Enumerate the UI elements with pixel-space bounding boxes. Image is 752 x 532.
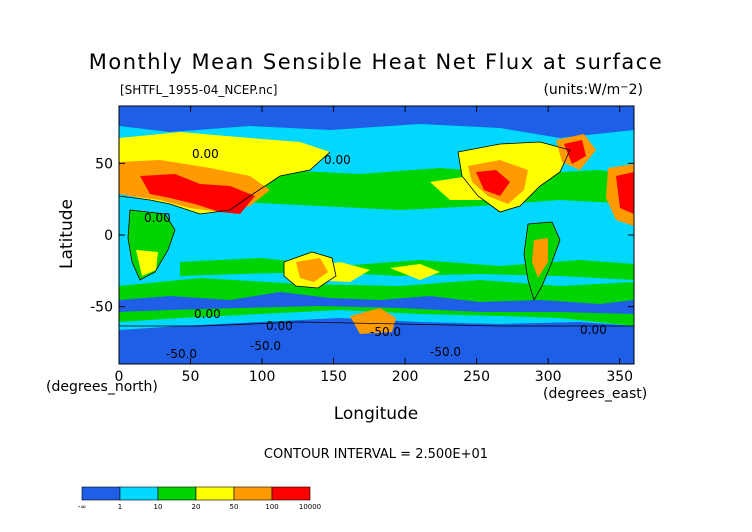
region-antarctic — [119, 318, 634, 364]
contour-label: 0.00 — [144, 211, 171, 225]
contour-label: 0.00 — [324, 153, 351, 167]
contour-interval-note: CONTOUR INTERVAL = 2.500E+01 — [264, 447, 488, 462]
chart-title: Monthly Mean Sensible Heat Net Flux at s… — [89, 50, 664, 74]
x-unit-label: (degrees_east) — [543, 386, 647, 402]
y-axis: 50 0 -50 — [90, 156, 634, 316]
colorbar-swatch — [81, 486, 121, 501]
colorbar-tick-label: 10000 — [299, 503, 321, 511]
x-tick-label: 50 — [182, 369, 200, 385]
y-tick-label: 0 — [104, 228, 113, 244]
y-unit-label: (degrees_north) — [46, 379, 158, 395]
region-arctic — [119, 106, 634, 138]
colorbar-tick-label: 100 — [265, 503, 278, 511]
x-axis-label: Longitude — [334, 404, 419, 424]
contour-label: 0.00 — [580, 323, 607, 337]
colorbar-tick-label: 50 — [230, 503, 239, 511]
contour-label: 0.00 — [192, 147, 219, 161]
colorbar-swatch — [157, 486, 197, 501]
colorbar: -∞ 1 10 20 50 100 10000 — [78, 486, 321, 511]
y-tick-label: 50 — [95, 156, 113, 172]
y-axis-label: Latitude — [57, 199, 77, 269]
region-europe-east-red — [616, 172, 634, 214]
x-axis: 0 50 100 150 200 250 300 350 — [115, 106, 633, 385]
region-antarctic-coast — [350, 308, 396, 334]
colorbar-swatch — [233, 486, 273, 501]
region-southern-blue-band — [119, 292, 634, 314]
contour-label: -50.0 — [250, 339, 281, 353]
region-south-america-orange — [532, 238, 548, 278]
colorbar-tick-label: 1 — [118, 503, 122, 511]
x-tick-label: 0 — [115, 369, 124, 385]
region-greenland-red — [564, 140, 586, 164]
y-tick-label: -50 — [90, 300, 113, 316]
x-tick-label: 250 — [463, 369, 490, 385]
x-tick-label: 100 — [249, 369, 276, 385]
colorbar-swatch — [271, 486, 311, 501]
region-north-america-red — [476, 170, 510, 196]
units-label: (units:W/m−2) — [543, 82, 643, 98]
colorbar-swatch — [195, 486, 235, 501]
region-africa-yellow — [136, 250, 158, 276]
x-tick-label: 150 — [320, 369, 347, 385]
colorbar-swatch — [119, 486, 159, 501]
heatmap-plot — [119, 106, 634, 364]
region-eurasia-red — [140, 174, 255, 214]
x-tick-label: 350 — [606, 369, 633, 385]
colorbar-tick-label: 20 — [192, 503, 201, 511]
x-tick-label: 300 — [535, 369, 562, 385]
contour-label: -50.0 — [430, 345, 461, 359]
region-australia-orange — [296, 258, 328, 282]
coastline — [119, 141, 634, 327]
colorbar-tick-label: -∞ — [78, 503, 86, 511]
colorbar-tick-label: 10 — [154, 503, 163, 511]
dataset-label: [SHTFL_1955-04_NCEP.nc] — [120, 83, 277, 97]
contour-label: -50.0 — [166, 347, 197, 361]
x-tick-label: 200 — [392, 369, 419, 385]
contour-label: 0.00 — [194, 307, 221, 321]
contour-label: -50.0 — [370, 325, 401, 339]
contour-label: 0.00 — [266, 319, 293, 333]
